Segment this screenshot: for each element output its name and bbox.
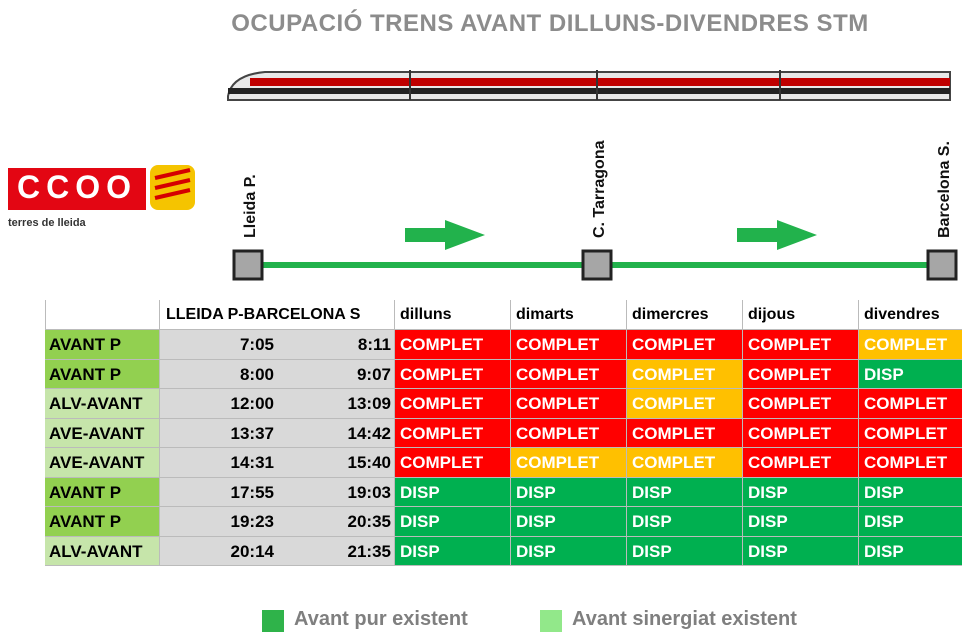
train-type: AVANT P <box>45 477 160 507</box>
arrival: 20:35 <box>347 512 391 531</box>
departure: 13:37 <box>230 423 274 443</box>
day-header: dimercres <box>627 300 743 330</box>
logo-text: CCOO <box>17 169 137 205</box>
arrival: 15:40 <box>347 453 391 472</box>
status: DISP <box>511 536 627 566</box>
status: COMPLET <box>627 389 743 419</box>
status: DISP <box>511 507 627 537</box>
status: DISP <box>395 536 511 566</box>
status: COMPLET <box>395 389 511 419</box>
train-type: AVANT P <box>45 359 160 389</box>
departure: 12:00 <box>230 394 274 413</box>
title: OCUPACIÓ TRENS AVANT DILLUNS-DIVENDRES S… <box>231 10 869 37</box>
status: DISP <box>859 536 962 566</box>
departure: 19:23 <box>230 512 274 531</box>
status: DISP <box>743 536 859 566</box>
times-bg <box>160 507 395 537</box>
arrow <box>405 220 485 250</box>
status: COMPLET <box>511 389 627 419</box>
status: COMPLET <box>859 389 962 419</box>
train-type: AVE-AVANT <box>45 418 160 448</box>
station-label: Barcelona S. <box>936 141 953 238</box>
train-type: ALV-AVANT <box>45 389 160 419</box>
times-bg <box>160 389 395 419</box>
status: COMPLET <box>743 330 859 360</box>
times-bg <box>160 418 395 448</box>
station-marker <box>926 249 958 281</box>
arrival: 21:35 <box>347 541 391 561</box>
arrival: 13:09 <box>347 394 391 413</box>
legend-swatch <box>262 610 284 632</box>
day-header: divendres <box>859 300 962 330</box>
legend-label: Avant pur existent <box>294 608 468 630</box>
legend-swatch <box>540 610 562 632</box>
status: COMPLET <box>395 448 511 478</box>
arrival: 19:03 <box>347 482 391 502</box>
status: COMPLET <box>395 418 511 448</box>
arrival: 14:42 <box>347 423 391 443</box>
status: COMPLET <box>627 359 743 389</box>
status: DISP <box>627 536 743 566</box>
status: COMPLET <box>859 448 962 478</box>
status: COMPLET <box>743 418 859 448</box>
station-marker <box>232 249 264 281</box>
station-label: C. Tarragona <box>591 140 608 238</box>
day-header: dijous <box>743 300 859 330</box>
status: COMPLET <box>511 448 627 478</box>
status: COMPLET <box>627 330 743 360</box>
status: COMPLET <box>859 330 962 360</box>
status: COMPLET <box>627 448 743 478</box>
status: COMPLET <box>743 389 859 419</box>
status: DISP <box>743 477 859 507</box>
logo-box <box>8 168 146 210</box>
status: COMPLET <box>859 418 962 448</box>
times-bg <box>160 359 395 389</box>
status: DISP <box>627 477 743 507</box>
status: DISP <box>395 477 511 507</box>
status: DISP <box>859 507 962 537</box>
departure: 20:14 <box>230 541 274 561</box>
day-header: dimarts <box>511 300 627 330</box>
status: COMPLET <box>743 359 859 389</box>
arrival: 9:07 <box>356 364 391 384</box>
train-type: AVANT P <box>45 507 160 537</box>
status: COMPLET <box>511 359 627 389</box>
departure: 8:00 <box>239 364 274 384</box>
diagram: CCOO terres de lleida Lleida P. C. Tarrag… <box>8 70 958 281</box>
times-bg <box>160 330 395 360</box>
times-bg <box>160 477 395 507</box>
station-label: Lleida P. <box>242 174 259 238</box>
times-bg <box>160 448 395 478</box>
status: COMPLET <box>395 330 511 360</box>
logo-subtitle: terres de lleida <box>8 217 87 229</box>
train-type: AVE-AVANT <box>45 448 160 478</box>
route-header: LLEIDA P-BARCELONA S <box>160 300 395 330</box>
status: COMPLET <box>511 330 627 360</box>
status: COMPLET <box>511 418 627 448</box>
train-type: ALV-AVANT <box>45 536 160 566</box>
train-type: AVANT P <box>45 330 160 360</box>
status: DISP <box>511 477 627 507</box>
status: DISP <box>395 507 511 537</box>
legend-label: Avant sinergiat existent <box>572 608 797 630</box>
departure: 17:55 <box>230 482 274 502</box>
times-bg <box>160 536 395 566</box>
train <box>227 70 951 101</box>
day-header: dilluns <box>395 300 511 330</box>
status: DISP <box>859 359 962 389</box>
header-blank <box>45 300 160 330</box>
logo-flag <box>150 165 195 210</box>
status: COMPLET <box>743 448 859 478</box>
departure: 7:05 <box>239 335 274 354</box>
departure: 14:31 <box>230 453 274 472</box>
status: COMPLET <box>627 418 743 448</box>
arrow <box>737 220 817 250</box>
status: COMPLET <box>395 359 511 389</box>
station-marker <box>581 249 613 281</box>
status: DISP <box>859 477 962 507</box>
status: DISP <box>743 507 859 537</box>
status: DISP <box>627 507 743 537</box>
arrival: 8:11 <box>357 335 391 354</box>
